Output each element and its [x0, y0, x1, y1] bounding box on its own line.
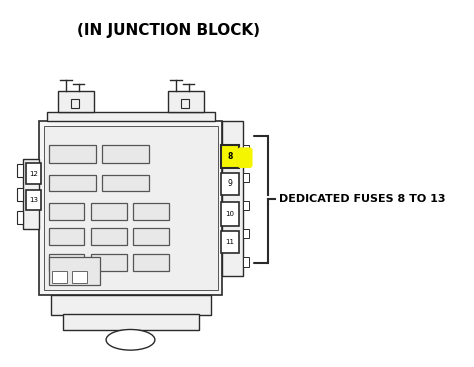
Bar	[63, 313, 199, 330]
Ellipse shape	[106, 330, 155, 350]
Bar	[133, 254, 169, 271]
Bar	[26, 163, 41, 184]
Bar	[58, 91, 94, 112]
Bar	[220, 202, 239, 226]
Text: 8: 8	[228, 152, 233, 161]
Bar	[222, 121, 243, 276]
Bar	[49, 145, 96, 163]
Bar	[168, 91, 204, 112]
Bar	[17, 211, 24, 224]
Text: 11: 11	[226, 239, 235, 245]
Bar	[91, 228, 127, 245]
Bar	[243, 145, 249, 154]
Bar	[17, 164, 24, 177]
FancyBboxPatch shape	[237, 148, 253, 168]
Bar	[220, 145, 239, 168]
Bar	[39, 121, 222, 295]
Bar	[243, 173, 249, 182]
Bar	[49, 257, 100, 286]
Bar	[133, 228, 169, 245]
Text: 9: 9	[228, 179, 232, 189]
Bar	[133, 203, 169, 219]
Bar	[243, 201, 249, 210]
Text: DEDICATED FUSES 8 TO 13: DEDICATED FUSES 8 TO 13	[279, 195, 445, 204]
Bar	[181, 99, 189, 108]
Bar	[243, 229, 249, 239]
Bar	[26, 190, 41, 210]
Bar	[102, 145, 149, 163]
Bar	[51, 295, 211, 315]
Bar	[243, 257, 249, 266]
Bar	[220, 173, 239, 195]
Text: 12: 12	[29, 171, 38, 177]
Bar	[220, 231, 239, 254]
Bar	[72, 271, 87, 283]
Bar	[47, 112, 215, 121]
Bar	[49, 254, 84, 271]
Bar	[72, 99, 79, 108]
Bar	[17, 188, 24, 201]
Text: 10: 10	[226, 211, 235, 217]
Bar	[49, 228, 84, 245]
Bar	[91, 254, 127, 271]
Bar	[52, 271, 67, 283]
Bar	[44, 126, 218, 290]
Bar	[91, 203, 127, 219]
Bar	[102, 175, 149, 192]
Text: 13: 13	[29, 197, 38, 203]
Bar	[49, 203, 84, 219]
Bar	[23, 159, 39, 229]
Text: (IN JUNCTION BLOCK): (IN JUNCTION BLOCK)	[77, 22, 261, 37]
Bar	[49, 175, 96, 192]
